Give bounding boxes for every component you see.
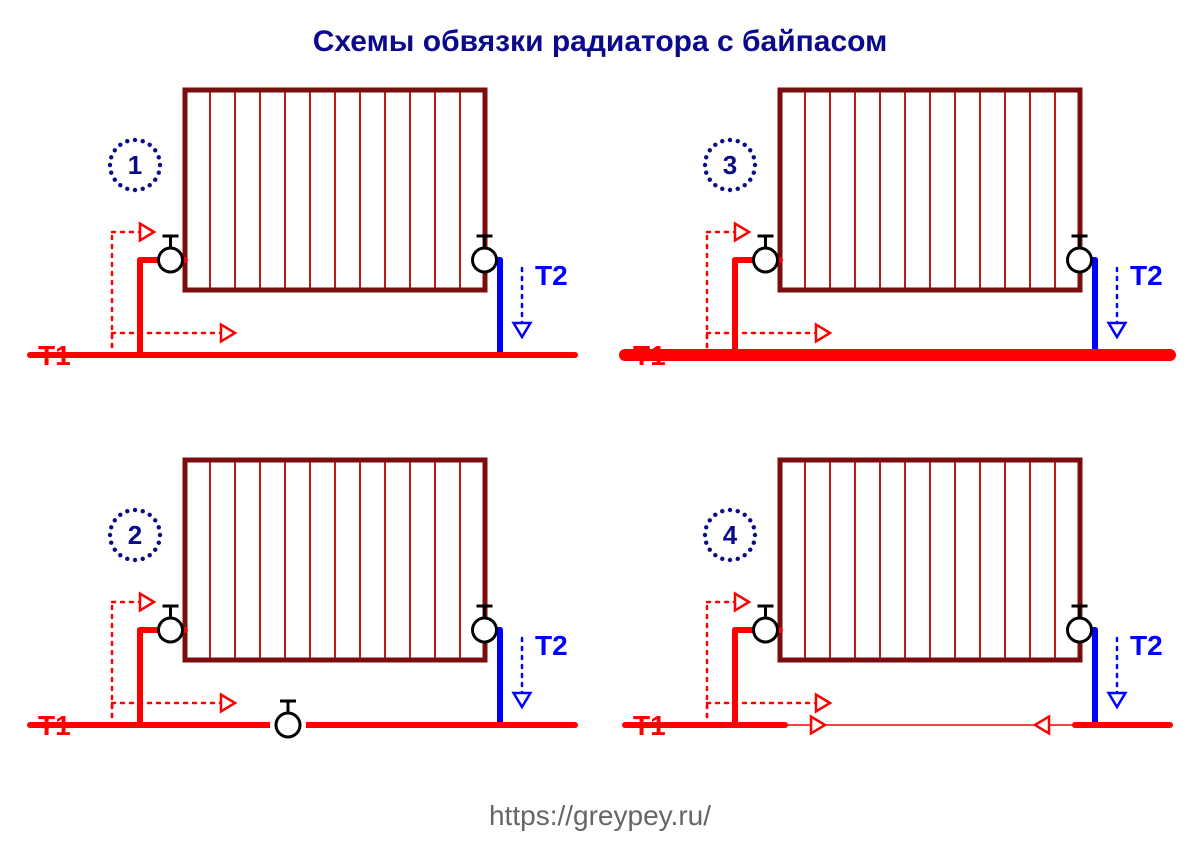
panel-badge: 2 (128, 520, 142, 550)
label-t1: T1 (633, 340, 666, 371)
panel-badge: 1 (128, 150, 142, 180)
label-t2: T2 (535, 260, 568, 291)
label-t1: T1 (38, 340, 71, 371)
label-t1: T1 (38, 710, 71, 741)
label-t1: T1 (633, 710, 666, 741)
panel-badge: 3 (723, 150, 737, 180)
panel-1: 1 T1 T2 (30, 90, 575, 371)
panel-badge: 4 (723, 520, 738, 550)
label-t2: T2 (1130, 630, 1163, 661)
panel-2: 2 T1 T2 (30, 460, 575, 741)
diagram-canvas: 1 T1 T2 3 T1 T2 2 T1 T2 4 T1 T2 (0, 0, 1200, 849)
panel-3: 3 T1 T2 (625, 90, 1170, 371)
panel-4: 4 T1 T2 (625, 460, 1170, 741)
label-t2: T2 (1130, 260, 1163, 291)
label-t2: T2 (535, 630, 568, 661)
